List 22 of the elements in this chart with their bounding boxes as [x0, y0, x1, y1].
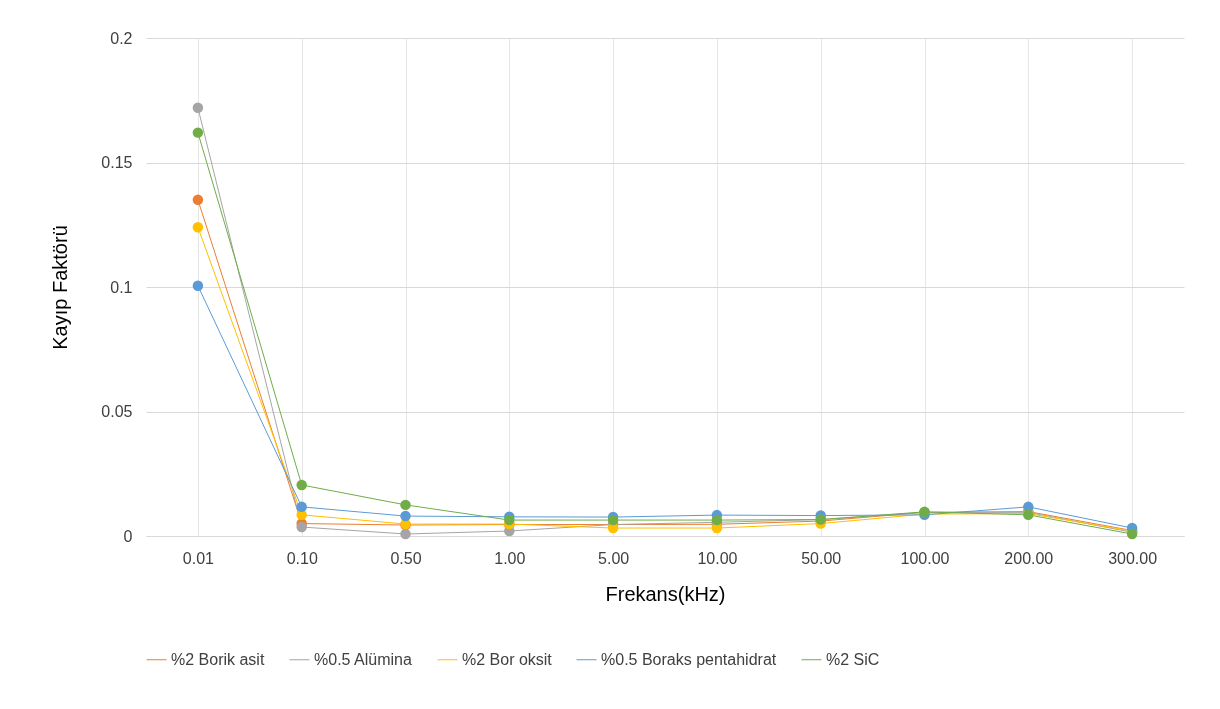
y-tick-label: 0.2	[110, 29, 133, 47]
y-tick-label: 0.15	[101, 154, 133, 171]
x-tick-label: 5.00	[598, 549, 630, 567]
x-tick-label: 100.00	[900, 549, 950, 567]
legend-label: %0.5 Boraks pentahidrat	[601, 650, 777, 668]
legend-label: %2 Borik asit	[171, 650, 265, 668]
y-tick-label: 0.05	[101, 403, 133, 420]
x-axis-title: Frekans(kHz)	[605, 582, 726, 605]
x-tick-label: 300.00	[1108, 549, 1158, 567]
y-tick-label: 0	[123, 527, 133, 545]
y-tick-label: 0.1	[110, 278, 133, 296]
x-tick-label: 0.01	[182, 549, 215, 567]
x-tick-label: 0.10	[286, 549, 318, 567]
x-tick-label: 50.00	[801, 549, 842, 567]
x-tick-label: 1.00	[494, 549, 526, 567]
y-axis-title: Kayıp Faktörü	[49, 225, 72, 350]
legend-label: %0.5 Alümina	[314, 650, 412, 668]
legend-label: %2 Bor oksit	[462, 650, 553, 668]
legend-label: %2 SiC	[826, 650, 880, 668]
x-tick-label: 200.00	[1004, 549, 1054, 567]
x-tick-label: 10.00	[697, 549, 738, 567]
x-tick-label: 0.50	[390, 549, 422, 567]
